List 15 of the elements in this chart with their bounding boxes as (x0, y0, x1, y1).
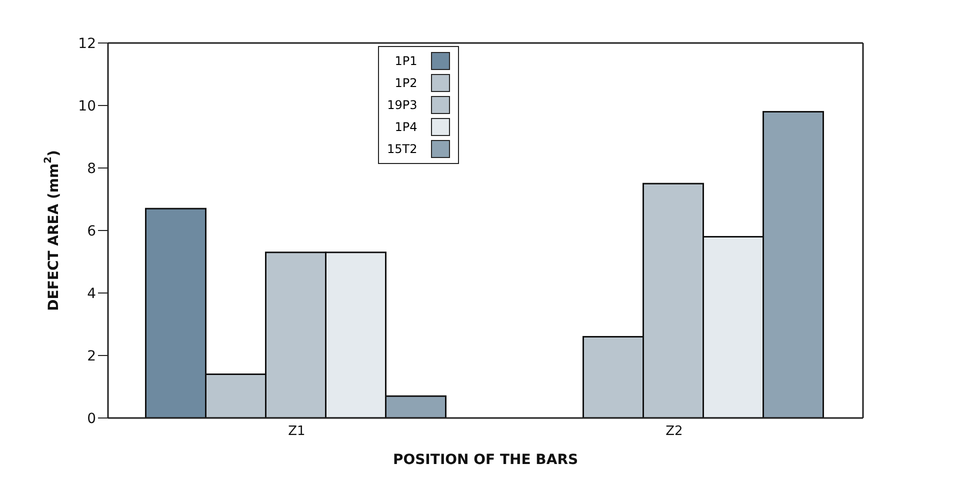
y-tick-label: 6 (87, 223, 96, 240)
y-tick-label: 10 (78, 98, 96, 114)
legend-label: 1P2 (394, 76, 418, 90)
legend-label: 1P4 (394, 120, 418, 134)
legend-label: 1P1 (394, 54, 418, 68)
legend-label: 15T2 (387, 142, 418, 156)
y-tick-label: 0 (87, 410, 96, 427)
y-tick-label: 12 (78, 36, 96, 52)
y-tick-label: 8 (87, 160, 96, 177)
x-tick-label: Z1 (288, 424, 306, 440)
y-tick-label: 2 (87, 348, 96, 364)
legend-label: 19P3 (387, 98, 418, 112)
x-tick-label: Z2 (666, 424, 683, 440)
y-tick-label: 4 (87, 286, 96, 302)
x-axis-title: POSITION OF THE BARS (392, 452, 578, 468)
